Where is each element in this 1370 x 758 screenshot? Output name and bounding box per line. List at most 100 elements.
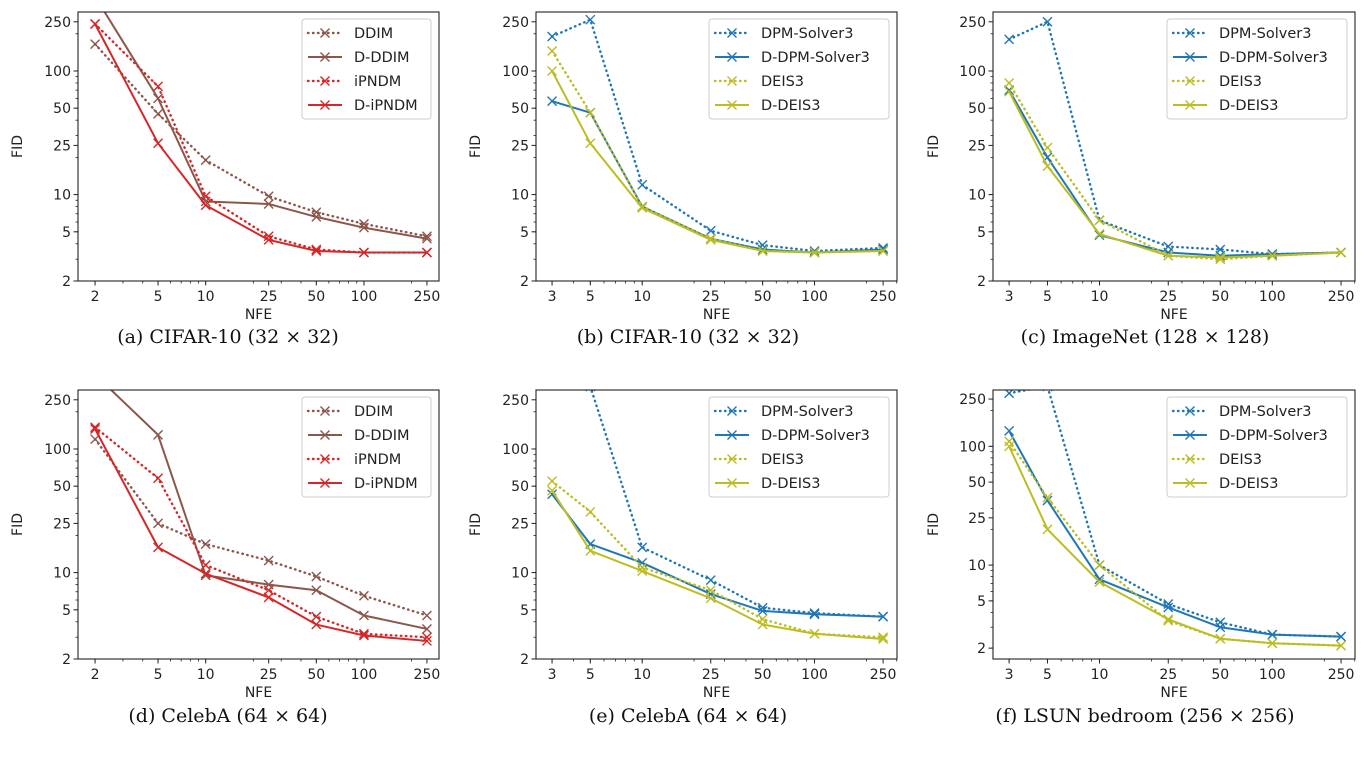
x-tick-label: 250	[1328, 289, 1355, 305]
plot-area	[90, 390, 432, 646]
subplot-a: 2 5 10 25 50 100 25025102550100250NFEFIDDDIMD-…	[10, 11, 440, 323]
axes-frame	[535, 11, 898, 282]
legend-label: DEIS3	[1219, 74, 1262, 90]
legend-marker-DPM-Solver3	[1185, 28, 1195, 38]
y-tick-label: 100	[502, 64, 529, 80]
x-tick-label: 100	[351, 667, 378, 683]
y-tick-label: 50	[968, 101, 986, 117]
legend-label: DPM-Solver3	[1219, 404, 1311, 420]
plot-area	[547, 14, 889, 258]
y-tick-label: 50	[53, 479, 71, 495]
y-tick-label: 250	[502, 393, 529, 409]
data-point-DEIS3	[1042, 142, 1053, 153]
data-point-D-iPNDM	[421, 247, 432, 258]
legend-label: DPM-Solver3	[761, 26, 853, 42]
legend-box	[1166, 18, 1348, 120]
x-tick-label: 250	[1328, 667, 1355, 683]
legend-marker-D-iPNDM	[320, 100, 330, 110]
legend-label: DDIM	[354, 404, 393, 420]
x-tick-label: 5	[1043, 289, 1052, 305]
data-point-D-DEIS3	[1267, 638, 1278, 649]
y-tick-label: 100	[959, 64, 986, 80]
y-tick-label: 10	[511, 566, 529, 582]
data-point-D-iPNDM	[90, 424, 101, 435]
data-point-D-DEIS3	[547, 65, 558, 76]
data-point-DDIM	[263, 191, 274, 202]
x-tick-label: 250	[870, 667, 897, 683]
x-tick-label: 50	[1211, 667, 1229, 683]
y-tick-label: 25	[511, 138, 529, 154]
data-point-DEIS3	[547, 46, 558, 57]
data-point-D-DEIS3	[1336, 640, 1347, 651]
legend-marker-D-DEIS3	[727, 478, 737, 488]
x-tick-label: 10	[633, 289, 651, 305]
legend-label: D-DEIS3	[1219, 98, 1278, 114]
data-point-DPM-Solver3	[637, 542, 648, 553]
x-tick-label: 3	[1005, 289, 1014, 305]
legend-marker-D-DPM-Solver3	[1185, 52, 1195, 62]
y-tick-label: 5	[62, 225, 71, 241]
y-tick-label: 250	[44, 15, 71, 31]
caption-c: (c) ImageNet (128 × 128)	[1020, 326, 1270, 348]
y-tick-label: 2	[977, 641, 986, 657]
data-point-D-iPNDM	[311, 245, 322, 256]
legend: DDIM D-DDIM iPNDM D-iPNDM	[301, 18, 432, 120]
series-line-DPM-Solver3	[590, 390, 885, 618]
data-point-iPNDM	[153, 473, 164, 484]
y-tick-label: 10	[53, 566, 71, 582]
data-point-D-iPNDM	[263, 234, 274, 245]
legend-label: D-DEIS3	[761, 98, 820, 114]
y-tick-label: 25	[511, 516, 529, 532]
x-tick-label: 50	[1211, 289, 1229, 305]
legend-label: DDIM	[354, 26, 393, 42]
y-tick-label: 2	[62, 652, 71, 668]
data-point-D-iPNDM	[153, 542, 164, 553]
legend-marker-D-DDIM	[320, 52, 330, 62]
legend: DPM-Solver3 D-DPM-Solver3 DEIS3 D-DEIS3	[1166, 396, 1348, 498]
subplot-c: 3 5 10 25 50 100 25025102550100250NFEFIDDPM-So…	[926, 11, 1356, 323]
y-tick-label: 50	[511, 479, 529, 495]
subplot-e: 3 5 10 25 50 100 25025102550100250NFEFIDDPM-So…	[468, 389, 898, 701]
y-tick-label: 10	[968, 558, 986, 574]
data-point-D-DEIS3	[1336, 247, 1347, 258]
y-tick-label: 5	[977, 225, 986, 241]
data-point-D-DEIS3	[1094, 229, 1105, 239]
data-point-DDIM	[90, 39, 101, 50]
x-tick-label: 3	[548, 289, 557, 305]
legend-marker-iPNDM	[320, 76, 330, 86]
x-tick-label: 100	[351, 289, 378, 305]
legend-marker-D-DPM-Solver3	[727, 430, 737, 440]
data-point-DEIS3	[1215, 254, 1226, 265]
data-point-DEIS3	[1094, 560, 1105, 571]
legend-label: D-DDIM	[354, 50, 410, 66]
plot-area	[547, 390, 889, 645]
legend-label: DPM-Solver3	[761, 404, 853, 420]
data-point-DDIM	[200, 155, 211, 166]
legend-marker-D-DPM-Solver3	[1185, 430, 1195, 440]
legend-label: DEIS3	[1219, 452, 1262, 468]
plot-area	[1004, 390, 1347, 651]
y-axis-label: FID	[468, 513, 484, 536]
x-tick-label: 10	[197, 667, 215, 683]
y-tick-label: 2	[520, 652, 529, 668]
x-tick-label: 10	[1091, 289, 1109, 305]
data-point-D-DEIS3	[809, 247, 820, 258]
data-point-D-iPNDM	[311, 619, 322, 630]
data-point-iPNDM	[90, 422, 101, 433]
data-point-D-DDIM	[311, 585, 322, 596]
legend-marker-DEIS3	[1185, 76, 1195, 86]
data-point-D-iPNDM	[200, 200, 211, 211]
data-point-D-DPM-Solver3	[757, 244, 768, 255]
y-axis-label: FID	[468, 135, 484, 158]
legend-marker-D-DEIS3	[1185, 100, 1195, 110]
x-tick-label: 25	[1159, 667, 1177, 683]
data-point-iPNDM	[311, 611, 322, 622]
data-point-DPM-Solver3	[809, 245, 820, 256]
subplot-f: 3 5 10 25 50 100 25025102550100250NFEFIDDPM-So…	[926, 389, 1356, 701]
data-point-D-DDIM	[311, 211, 322, 222]
x-tick-label: 25	[1159, 289, 1177, 305]
y-tick-label: 25	[968, 511, 986, 527]
legend-label: iPNDM	[354, 452, 401, 468]
data-point-D-iPNDM	[153, 138, 164, 149]
